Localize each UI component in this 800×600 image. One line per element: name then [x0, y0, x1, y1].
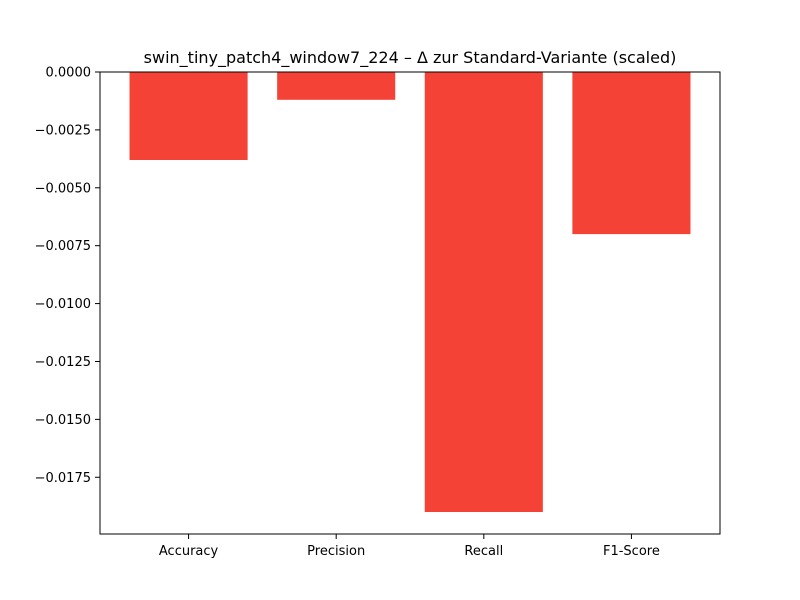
y-tick-label: 0.0000 [46, 66, 92, 81]
y-tick-label: −0.0125 [35, 355, 91, 370]
y-tick-label: −0.0150 [35, 413, 91, 428]
y-tick-label: −0.0175 [35, 471, 91, 486]
chart-title: swin_tiny_patch4_window7_224 – Δ zur Sta… [144, 48, 677, 68]
y-axis: 0.0000 −0.0025 −0.0050 −0.0075 −0.0100 −0.012… [35, 66, 100, 486]
y-tick-label: −0.0100 [35, 297, 91, 312]
x-tick-label: Precision [307, 544, 365, 559]
bar-recall [424, 72, 543, 512]
bar-f1-score [572, 72, 691, 235]
y-tick-label: −0.0075 [35, 239, 91, 254]
y-tick-label: −0.0025 [35, 123, 91, 138]
x-tick-label: Recall [464, 544, 503, 559]
y-tick-label: −0.0050 [35, 181, 91, 196]
bar-accuracy [129, 72, 248, 160]
bars-group [129, 72, 691, 512]
x-tick-label: F1-Score [603, 544, 660, 559]
plot-frame [99, 71, 721, 535]
bar-precision [277, 72, 396, 100]
x-tick-label: Accuracy [159, 544, 219, 559]
x-axis: Accuracy Precision Recall F1-Score [159, 534, 660, 559]
